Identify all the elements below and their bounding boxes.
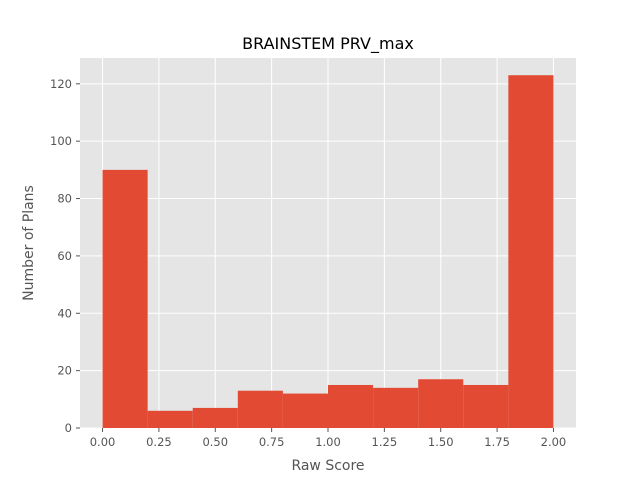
histogram-bar xyxy=(463,384,509,428)
y-tick-label: 0 xyxy=(65,421,72,435)
x-tick-label: 1.25 xyxy=(372,435,398,449)
y-tick-label: 40 xyxy=(57,306,72,320)
x-tick-label: 0.75 xyxy=(259,435,285,449)
x-tick-label: 1.50 xyxy=(428,435,454,449)
x-tick-label: 0.50 xyxy=(202,435,228,449)
histogram-bar xyxy=(237,390,283,428)
y-tick-label: 60 xyxy=(57,249,72,263)
histogram-bar xyxy=(282,393,328,428)
y-tick-label: 20 xyxy=(57,364,72,378)
histogram-bar xyxy=(192,407,238,428)
y-tick-label: 80 xyxy=(57,192,72,206)
histogram-bar xyxy=(508,75,554,429)
bars xyxy=(102,75,554,429)
chart-title: BRAINSTEM PRV_max xyxy=(242,34,414,54)
histogram-bar xyxy=(373,387,419,428)
y-tick-label: 100 xyxy=(50,134,72,148)
y-axis-label: Number of Plans xyxy=(21,185,37,301)
x-tick-label: 1.00 xyxy=(315,435,341,449)
histogram-bar xyxy=(147,410,193,428)
x-axis-ticks: 0.00 0.25 0.50 0.75 1.00 1.25 1.50 1.75 2.00 xyxy=(90,428,567,449)
x-tick-label: 0.25 xyxy=(146,435,172,449)
y-tick-label: 120 xyxy=(50,77,72,91)
x-axis-label: Raw Score xyxy=(291,458,364,474)
y-axis-ticks: 0 20 40 60 80 100 120 xyxy=(50,77,80,435)
x-tick-label: 2.00 xyxy=(541,435,567,449)
x-tick-label: 0.00 xyxy=(90,435,116,449)
histogram-bar xyxy=(102,169,148,428)
histogram-bar xyxy=(328,384,374,428)
histogram-bar xyxy=(418,379,464,428)
x-tick-label: 1.75 xyxy=(484,435,510,449)
